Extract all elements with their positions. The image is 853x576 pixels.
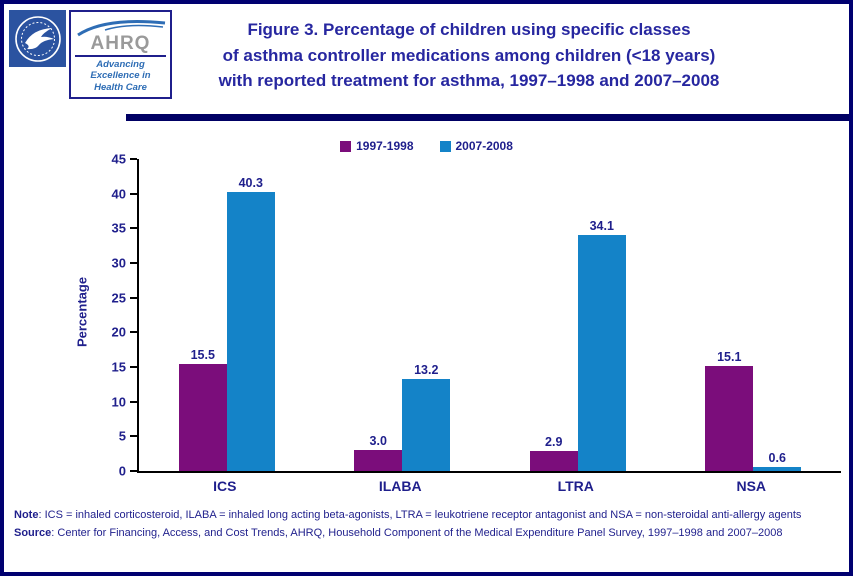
bar-group-LTRA: 2.9 34.1 bbox=[490, 159, 666, 471]
x-axis-labels: ICS ILABA LTRA NSA bbox=[137, 478, 839, 494]
y-tick-mark bbox=[130, 400, 137, 403]
y-tick-label: 25 bbox=[111, 290, 126, 306]
figure-title-line: with reported treatment for asthma, 1997… bbox=[218, 71, 720, 90]
legend-swatch-icon bbox=[340, 140, 352, 152]
bar-value-label: 15.1 bbox=[717, 350, 742, 365]
y-tick-label: 20 bbox=[111, 324, 126, 340]
header-divider bbox=[126, 114, 849, 121]
hhs-seal-icon bbox=[14, 15, 61, 62]
y-tick-label: 35 bbox=[111, 220, 126, 236]
bar-2007-2008-ICS bbox=[226, 191, 275, 471]
y-tick-label: 10 bbox=[111, 394, 126, 410]
bar-value-label: 3.0 bbox=[369, 434, 387, 449]
y-tick-mark bbox=[130, 192, 137, 195]
note-label: Note bbox=[14, 509, 39, 521]
y-axis-title: Percentage bbox=[74, 276, 90, 348]
x-tick-label-ICS: ICS bbox=[213, 478, 237, 494]
bar-wrap: 15.1 bbox=[705, 159, 754, 471]
y-tick-label: 40 bbox=[111, 186, 126, 202]
bar-1997-1998-LTRA bbox=[529, 450, 578, 471]
bar-1997-1998-ILABA bbox=[354, 450, 403, 471]
y-tick-mark bbox=[130, 296, 137, 299]
note-body: : ICS = inhaled corticosteroid, ILABA = … bbox=[38, 509, 802, 521]
y-tick-mark bbox=[130, 366, 137, 368]
plot-area: 15.5 40.3 3.0 13.2 2.9 34.1 15.1 0.6 bbox=[137, 159, 841, 473]
x-tick-label-LTRA: LTRA bbox=[557, 478, 594, 494]
ahrq-logo-rule bbox=[75, 55, 166, 57]
legend-swatch-icon bbox=[439, 140, 451, 152]
y-tick-mark bbox=[130, 158, 137, 160]
source-text: Source: Center for Financing, Access, an… bbox=[14, 526, 831, 540]
ahrq-logo: AHRQ Advancing Excellence in Health Care bbox=[69, 10, 172, 99]
bar-value-label: 0.6 bbox=[768, 450, 786, 465]
y-tick-label: 5 bbox=[118, 428, 126, 444]
y-tick-mark bbox=[130, 227, 137, 230]
bar-value-label: 13.2 bbox=[414, 363, 439, 378]
x-tick-label-NSA: NSA bbox=[736, 478, 767, 494]
note-text: Note: ICS = inhaled corticosteroid, ILAB… bbox=[14, 508, 831, 522]
bar-wrap: 3.0 bbox=[354, 159, 403, 471]
bar-value-label: 40.3 bbox=[238, 175, 263, 190]
bar-group-ILABA: 3.0 13.2 bbox=[315, 159, 491, 471]
legend: 1997-1998 2007-2008 bbox=[4, 139, 849, 153]
ahrq-logo-text: AHRQ bbox=[90, 33, 151, 54]
x-tick-label-ILABA: ILABA bbox=[378, 478, 422, 494]
logo-group: AHRQ Advancing Excellence in Health Care bbox=[9, 10, 172, 99]
bar-1997-1998-ICS bbox=[178, 363, 227, 471]
bar-wrap: 15.5 bbox=[178, 159, 227, 471]
figure-title: Figure 3. Percentage of children using s… bbox=[134, 17, 804, 94]
figure-title-line: of asthma controller medications among c… bbox=[222, 45, 716, 65]
y-tick-label: 30 bbox=[111, 255, 126, 271]
bar-wrap: 13.2 bbox=[402, 159, 451, 471]
bar-wrap: 34.1 bbox=[577, 159, 626, 471]
bar-wrap: 2.9 bbox=[529, 159, 578, 471]
bar-2007-2008-LTRA bbox=[577, 234, 626, 471]
legend-label: 1997-1998 bbox=[356, 139, 414, 153]
ahrq-tagline-line: Excellence in bbox=[90, 70, 151, 82]
bar-value-label: 2.9 bbox=[545, 434, 563, 449]
y-tick-mark bbox=[130, 262, 137, 264]
source-label: Source bbox=[14, 527, 52, 540]
y-tick-mark bbox=[130, 470, 137, 472]
legend-item-2007-2008: 2007-2008 bbox=[439, 139, 513, 153]
y-axis-tick-marks bbox=[130, 158, 137, 472]
ahrq-tagline-line: Health Care bbox=[94, 81, 147, 93]
y-tick-label: 45 bbox=[111, 151, 126, 167]
bar-2007-2008-ILABA bbox=[402, 379, 451, 471]
ahrq-tagline: Advancing Excellence in Health Care bbox=[71, 59, 170, 93]
bar-groups: 15.5 40.3 3.0 13.2 2.9 34.1 15.1 0.6 bbox=[139, 159, 841, 471]
hhs-logo bbox=[9, 10, 66, 67]
ahrq-tagline-line: Advancing bbox=[96, 59, 145, 70]
bar-group-ICS: 15.5 40.3 bbox=[139, 159, 315, 471]
bar-group-NSA: 15.1 0.6 bbox=[666, 159, 842, 471]
bar-value-label: 34.1 bbox=[589, 218, 614, 233]
figure-title-line: Figure 3. Percentage of children using s… bbox=[247, 20, 691, 39]
legend-item-1997-1998: 1997-1998 bbox=[340, 139, 414, 153]
ahrq-eagle-icon bbox=[76, 20, 165, 37]
bar-value-label: 15.5 bbox=[190, 347, 215, 362]
y-tick-mark bbox=[130, 331, 137, 334]
bar-2007-2008-NSA bbox=[753, 466, 802, 471]
source-body: : Center for Financing, Access, and Cost… bbox=[51, 527, 783, 540]
bar-wrap: 40.3 bbox=[226, 159, 275, 471]
legend-label: 2007-2008 bbox=[455, 139, 513, 153]
y-tick-label: 0 bbox=[118, 463, 126, 479]
chart: 1997-1998 2007-2008 Percentage 0 5 10 15 20 25… bbox=[4, 126, 849, 506]
y-axis-tick-labels: 0 5 10 15 20 25 30 35 40 45 bbox=[92, 152, 126, 479]
bar-1997-1998-NSA bbox=[705, 366, 754, 471]
y-tick-label: 15 bbox=[111, 359, 126, 375]
footnotes: Note: ICS = inhaled corticosteroid, ILAB… bbox=[14, 508, 831, 545]
bar-wrap: 0.6 bbox=[753, 159, 802, 471]
y-tick-mark bbox=[130, 435, 137, 438]
header: AHRQ Advancing Excellence in Health Care… bbox=[4, 4, 849, 114]
